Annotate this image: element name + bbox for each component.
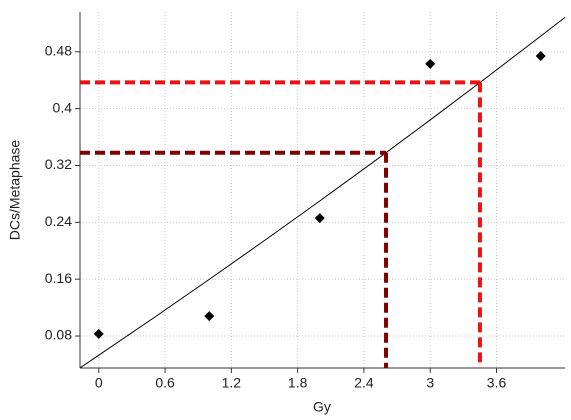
- x-tick-label: 3: [426, 375, 434, 391]
- y-tick-label: 0.32: [45, 156, 72, 172]
- y-tick-label: 0.16: [45, 270, 72, 286]
- data-point: [535, 51, 546, 62]
- x-tick-label: 0: [95, 375, 103, 391]
- x-tick-label: 0.6: [155, 375, 175, 391]
- data-point: [93, 328, 104, 339]
- y-axis-label: DCs/Metaphase: [7, 140, 23, 241]
- y-tick-label: 0.24: [45, 213, 72, 229]
- data-point: [425, 58, 436, 69]
- data-point: [204, 311, 215, 322]
- y-tick-label: 0.4: [53, 99, 73, 115]
- y-tick-label: 0.48: [45, 42, 72, 58]
- y-tick-label: 0.08: [45, 327, 72, 343]
- x-axis-label: Gy: [313, 399, 331, 415]
- fit-line: [79, 17, 566, 369]
- x-tick-label: 2.4: [354, 375, 374, 391]
- x-tick-label: 1.2: [222, 375, 242, 391]
- x-tick-label: 1.8: [288, 375, 308, 391]
- data-point: [314, 213, 325, 224]
- x-tick-label: 3.6: [487, 375, 507, 391]
